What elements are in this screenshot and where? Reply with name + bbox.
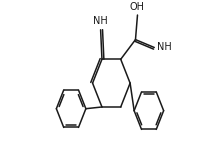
Text: NH: NH bbox=[93, 16, 108, 26]
Text: NH: NH bbox=[157, 42, 172, 52]
Text: OH: OH bbox=[130, 2, 145, 12]
